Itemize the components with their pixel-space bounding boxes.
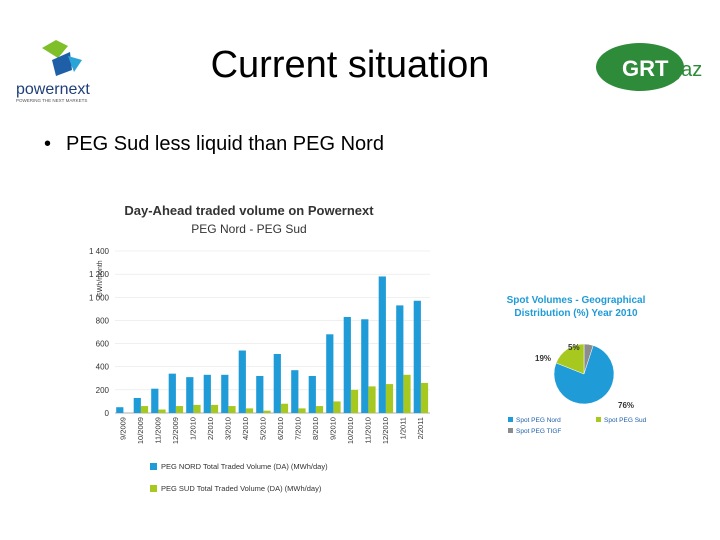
y-tick-label: 0 — [105, 409, 110, 418]
x-tick-label: 1/2010 — [188, 417, 197, 440]
x-tick-label: 12/2009 — [171, 417, 180, 444]
x-tick-label: 8/2010 — [311, 417, 320, 440]
bar-peg-sud — [280, 403, 289, 413]
x-tick-label: 2/2010 — [206, 417, 215, 440]
legend-label: PEG NORD Total Traded Volume (DA) (MWh/d… — [161, 462, 328, 471]
bar-peg-nord — [326, 334, 334, 413]
grtgaz-logo: GRT gaz — [596, 43, 702, 91]
x-tick-label: 10/2010 — [346, 417, 355, 444]
logo-right-part2: gaz — [670, 59, 702, 81]
bar-chart: Day-Ahead traded volume on Powernext PEG… — [89, 203, 430, 493]
bar-peg-sud — [368, 386, 376, 413]
bar-peg-nord — [273, 353, 281, 413]
logo-leaf-shape — [42, 40, 68, 58]
pie-title: Spot Volumes - Geographical — [507, 295, 646, 306]
x-tick-label: 2/2011 — [416, 417, 425, 439]
x-tick-label: 11/2009 — [153, 417, 162, 444]
chart-subtitle: PEG Nord - PEG Sud — [191, 222, 306, 236]
y-tick-label: 600 — [96, 340, 110, 349]
logo-block-shape — [52, 52, 72, 76]
pie-slice-peg-nord — [553, 345, 615, 405]
bar-peg-nord — [256, 375, 264, 413]
bar-peg-nord — [396, 305, 404, 413]
y-tick-label: 400 — [96, 363, 110, 372]
pie-value-label: 5% — [568, 343, 580, 352]
bar-peg-nord — [116, 407, 124, 413]
y-tick-label: 1 000 — [89, 293, 110, 302]
x-tick-label: 11/2010 — [363, 417, 372, 444]
pie-subtitle: Distribution (%) Year 2010 — [514, 308, 638, 319]
bar-peg-sud — [228, 406, 236, 413]
pie-slice-peg-sud — [555, 343, 585, 375]
y-axis-label: GWh/month — [97, 260, 104, 297]
bar-peg-sud — [298, 408, 306, 413]
bar-peg-nord — [413, 300, 421, 413]
bar-peg-sud — [263, 410, 271, 413]
logo-wing-shape — [68, 56, 82, 72]
legend-swatch — [150, 485, 157, 492]
logo-left-tagline: POWERING THE NEXT MARKETS — [16, 98, 87, 103]
y-tick-label: 200 — [96, 386, 110, 395]
pie-legend-label: Spot PEG Nord — [516, 417, 561, 424]
bar-peg-nord — [343, 316, 351, 413]
bar-peg-sud — [245, 408, 254, 413]
bar-peg-sud — [333, 401, 341, 413]
logo-left-name: powernext — [16, 81, 90, 98]
bar-peg-nord — [291, 370, 299, 413]
x-tick-label: 12/2010 — [381, 417, 390, 444]
x-tick-label: 6/2010 — [276, 417, 285, 440]
bar-peg-nord — [168, 373, 176, 413]
bar-peg-sud — [158, 409, 166, 413]
bar-peg-sud — [350, 389, 359, 413]
bar-peg-nord — [238, 350, 246, 413]
bar-peg-sud — [403, 374, 411, 413]
bar-peg-sud — [175, 406, 184, 413]
x-tick-label: 10/2009 — [136, 417, 145, 444]
x-tick-label: 4/2010 — [241, 417, 250, 440]
bar-peg-sud — [420, 382, 429, 413]
bar-peg-nord — [361, 319, 369, 413]
bar-peg-sud — [315, 406, 324, 413]
pie-legend-swatch — [596, 417, 601, 422]
bar-peg-sud — [210, 404, 219, 413]
bar-peg-nord — [151, 388, 159, 413]
pie-legend-swatch — [508, 417, 513, 422]
bar-peg-nord — [378, 276, 386, 413]
bar-peg-sud — [385, 384, 394, 413]
slide-title: Current situation — [210, 44, 490, 86]
pie-value-label: 19% — [535, 354, 551, 363]
x-tick-label: 1/2011 — [398, 417, 407, 439]
legend-swatch — [150, 463, 157, 470]
bar-peg-nord — [203, 374, 211, 413]
bar-peg-nord — [221, 374, 229, 413]
bar-peg-sud — [193, 404, 201, 413]
powernext-logo: powernext POWERING THE NEXT MARKETS — [16, 40, 90, 103]
bar-peg-nord — [133, 397, 141, 413]
chart-title: Day-Ahead traded volume on Powernext — [124, 203, 374, 218]
x-tick-label: 7/2010 — [293, 417, 302, 440]
logo-right-part1: GRT — [622, 56, 669, 81]
y-tick-label: 1 200 — [89, 270, 110, 279]
x-tick-label: 9/2009 — [118, 417, 127, 440]
pie-legend-label: Spot PEG TIGF — [516, 428, 561, 435]
x-tick-label: 5/2010 — [258, 417, 267, 440]
bar-peg-sud — [140, 406, 149, 413]
pie-chart: Spot Volumes - Geographical Distribution… — [507, 295, 647, 435]
pie-legend-label: Spot PEG Sud — [604, 417, 647, 424]
y-tick-label: 1 400 — [89, 247, 110, 256]
legend-label: PEG SUD Total Traded Volume (DA) (MWh/da… — [161, 484, 322, 493]
bullet-dot: • — [44, 133, 52, 155]
bullet-item: • PEG Sud less liquid than PEG Nord — [44, 133, 384, 156]
logo-green-ellipse — [596, 43, 684, 91]
x-tick-label: 3/2010 — [223, 417, 232, 440]
x-tick-label: 9/2010 — [328, 417, 337, 440]
y-tick-label: 800 — [96, 316, 110, 325]
bar-peg-nord — [308, 375, 316, 413]
pie-legend-swatch — [508, 428, 513, 433]
bullet-text: PEG Sud less liquid than PEG Nord — [66, 133, 384, 155]
bar-peg-nord — [186, 377, 194, 413]
pie-value-label: 76% — [618, 401, 634, 410]
